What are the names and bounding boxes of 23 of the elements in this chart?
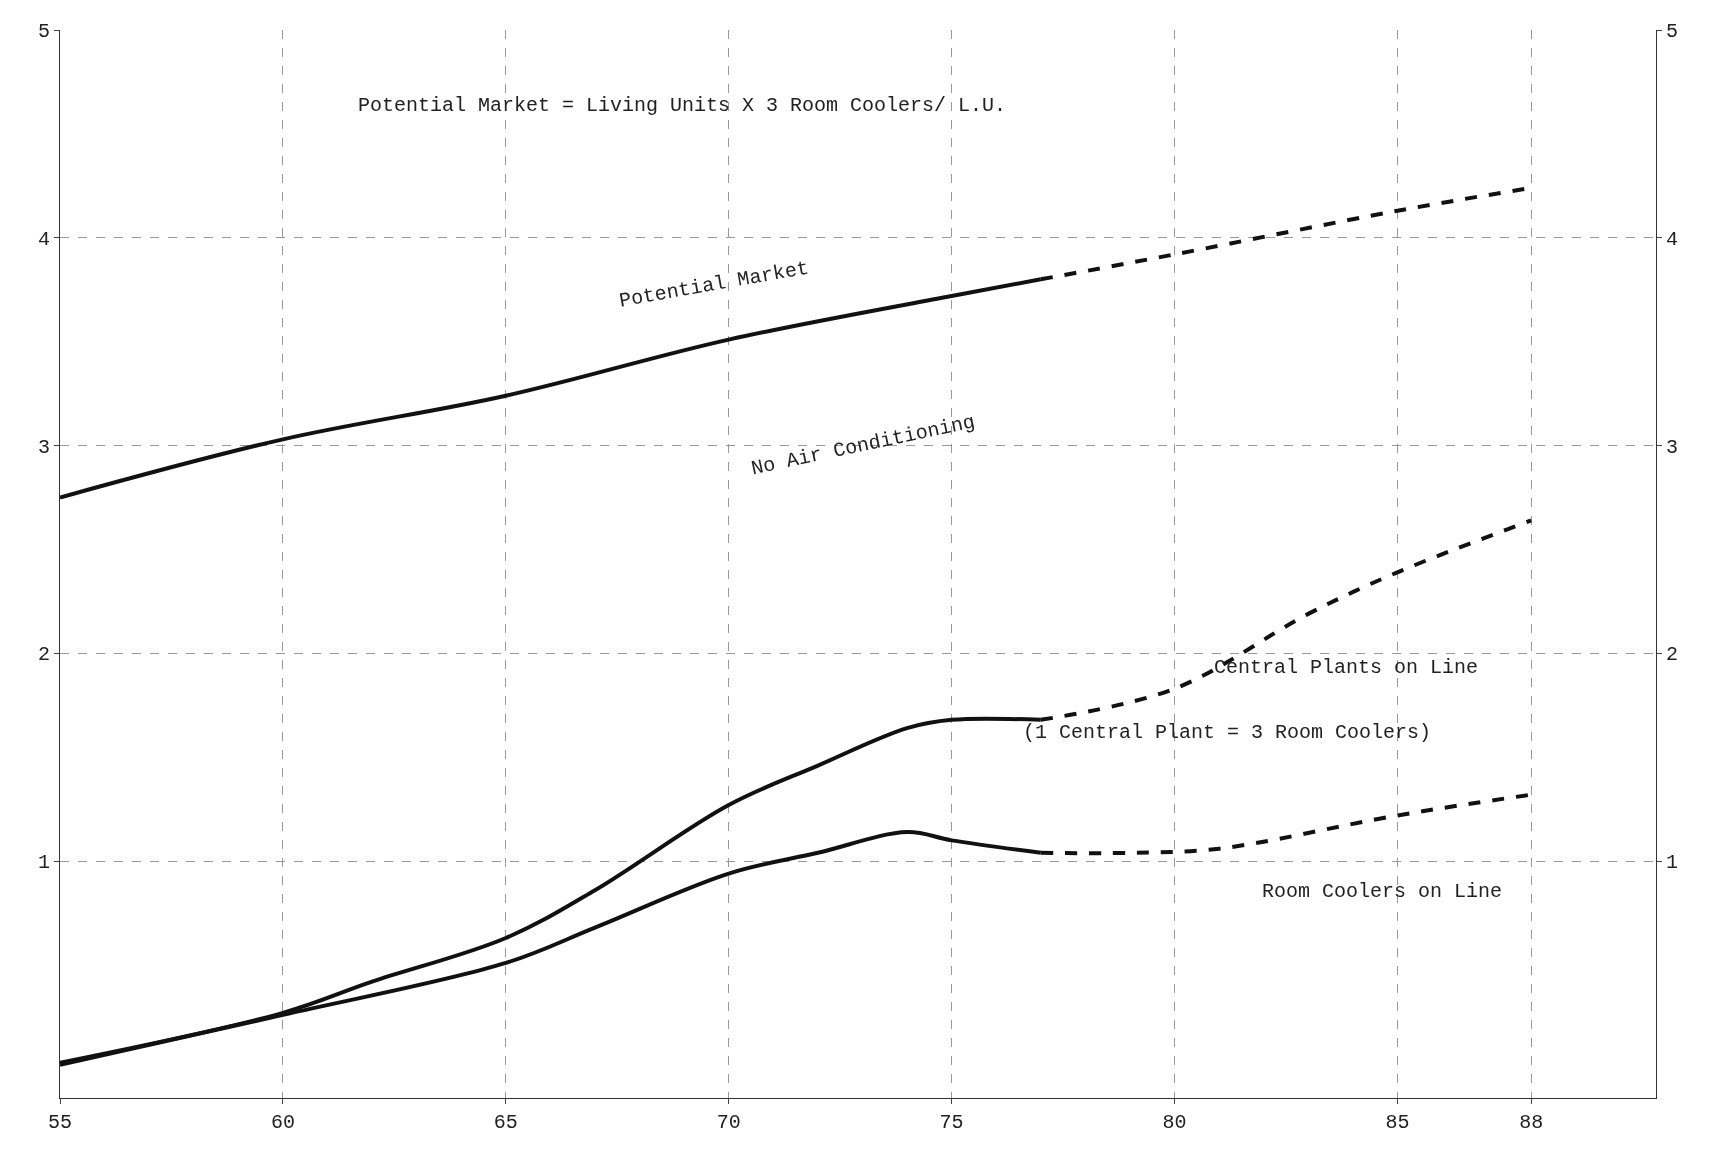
y2-tick-label: 2 — [1666, 643, 1679, 667]
annotation: Room Coolers on Line — [1262, 880, 1503, 903]
annotation: Potential Market = Living Units X 3 Room Coolers/ L.U. — [358, 94, 1007, 117]
x-tick-label: 80 — [1162, 1111, 1187, 1134]
y-tick-label: 5 — [37, 20, 50, 43]
annotation: (1 Central Plant = 3 Room Coolers) — [1023, 721, 1432, 744]
y-tick-label: 4 — [37, 227, 50, 251]
y2-tick-label: 3 — [1666, 435, 1679, 459]
x-tick-label: 65 — [493, 1111, 518, 1134]
y2-tick-label: 5 — [1666, 20, 1679, 43]
x-tick-label: 55 — [47, 1111, 73, 1134]
y-tick-label: 3 — [37, 435, 50, 459]
annotation: Central Plants on Line — [1214, 656, 1479, 679]
y2-tick-label: 1 — [1666, 851, 1679, 875]
y-tick-label: 1 — [37, 851, 50, 875]
y2-tick-label: 4 — [1666, 227, 1679, 251]
y-tick-label: 2 — [37, 643, 50, 667]
x-tick-label: 88 — [1519, 1111, 1544, 1134]
x-tick-label: 70 — [716, 1111, 741, 1134]
x-tick-label: 85 — [1385, 1111, 1410, 1134]
x-tick-label: 75 — [939, 1111, 964, 1134]
x-tick-label: 60 — [270, 1111, 295, 1134]
annotation: Potential Market — [617, 256, 811, 313]
